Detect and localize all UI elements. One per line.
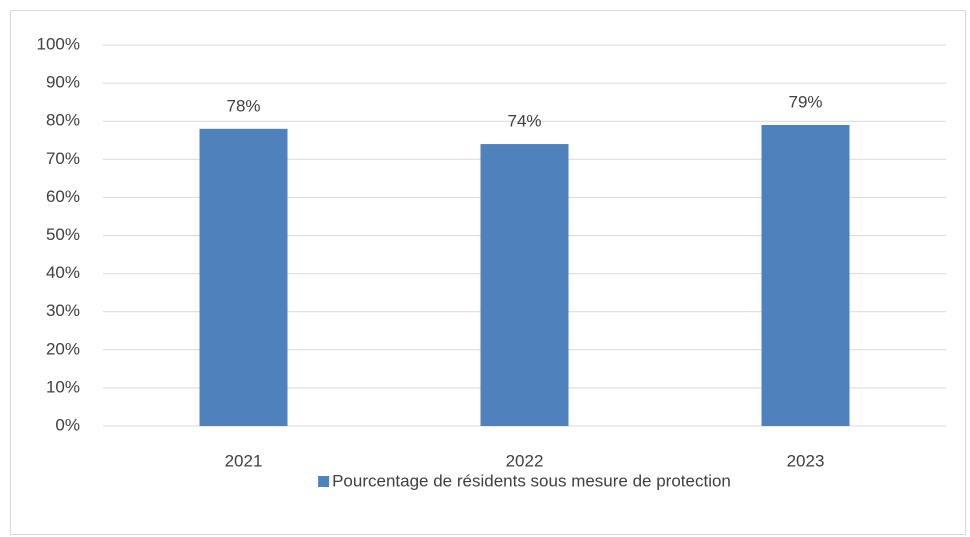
data-label: 74%: [507, 112, 541, 131]
y-tick-label: 80%: [46, 111, 80, 130]
legend-label: Pourcentage de résidents sous mesure de …: [332, 471, 731, 490]
data-label: 78%: [226, 96, 260, 115]
y-tick-label: 30%: [46, 301, 80, 320]
data-label: 79%: [788, 92, 822, 111]
y-tick-label: 90%: [46, 73, 80, 92]
y-tick-label: 0%: [55, 415, 80, 434]
y-tick-label: 60%: [46, 187, 80, 206]
y-tick-label: 50%: [46, 225, 80, 244]
x-tick-label: 2021: [225, 451, 263, 470]
x-tick-label: 2022: [506, 451, 544, 470]
y-tick-label: 20%: [46, 339, 80, 358]
y-tick-label: 70%: [46, 149, 80, 168]
legend-swatch: [318, 476, 330, 487]
bar: [480, 144, 569, 426]
x-tick-label: 2023: [787, 451, 825, 470]
bar: [199, 128, 288, 426]
bar: [761, 125, 850, 426]
y-tick-label: 100%: [37, 34, 80, 53]
y-tick-label: 10%: [46, 377, 80, 396]
y-tick-label: 40%: [46, 263, 80, 282]
